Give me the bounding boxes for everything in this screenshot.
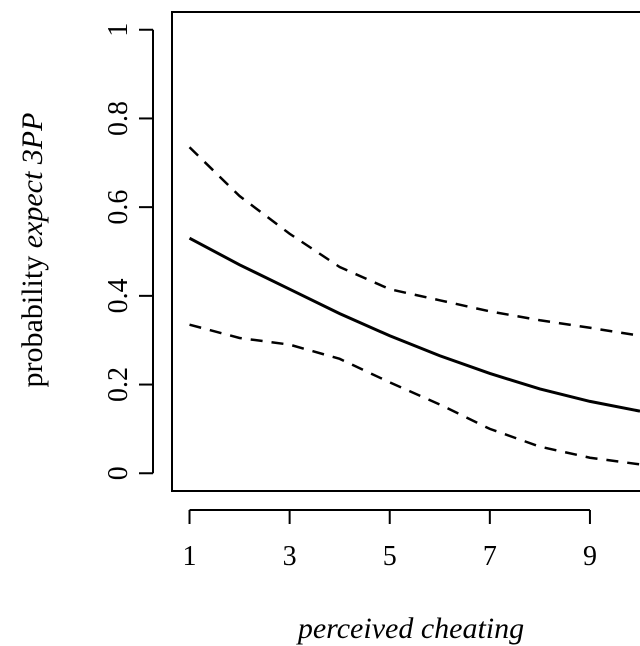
series-lines [188,146,640,466]
series-upper-line [188,146,640,338]
x-tick-label: 9 [583,541,597,572]
series-lower-line [189,323,640,466]
y-tick-label: 0 [103,466,134,480]
x-ticks: 1 3 5 7 9 [183,510,597,572]
y-tick-label: 1 [103,23,134,37]
x-tick-label: 3 [283,541,297,572]
y-tick-label: 0.4 [103,278,134,313]
y-axis-title-italic: expect 3PP [16,113,49,249]
y-axis-title-prefix: probability [16,248,49,387]
plot-frame [171,11,640,492]
x-tick-label: 1 [183,541,197,572]
y-tick-label: 0.2 [103,367,134,402]
x-tick-label: 7 [483,541,497,572]
y-ticks: 0 0.2 0.4 0.6 0.8 1 [103,23,153,480]
x-tick-label: 5 [383,541,397,572]
y-axis-title: probability expect 3PP [16,113,49,388]
series-estimate-line [188,236,640,413]
y-tick-label: 0.8 [103,101,134,136]
x-axis-title: perceived cheating [296,612,524,645]
y-tick-label: 0.6 [103,190,134,225]
